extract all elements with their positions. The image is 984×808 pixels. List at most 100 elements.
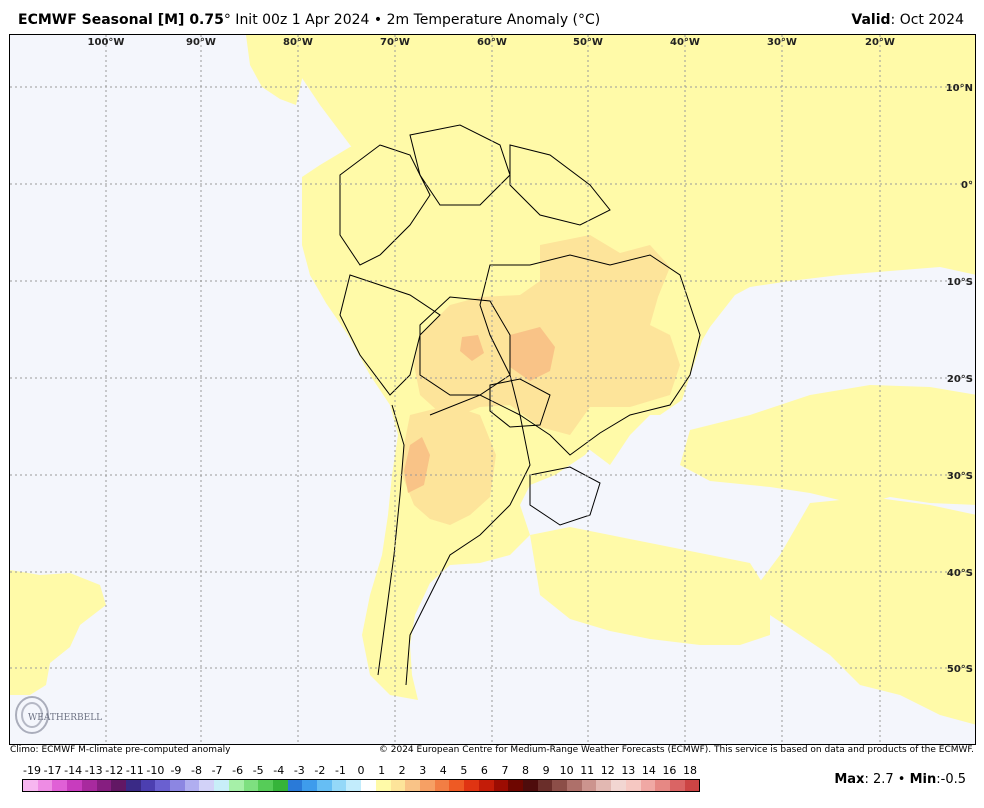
anomaly-map: 100°W 90°W 80°W 70°W 60°W 50°W 40°W 30°W… — [9, 34, 976, 745]
colorbar-swatch — [537, 780, 553, 791]
colorbar-tick-label: -10 — [146, 764, 165, 777]
colorbar-tick-label: -7 — [211, 764, 223, 777]
lat-label-40s: 40°S — [947, 568, 973, 579]
max-label: Max — [834, 772, 865, 787]
colorbar-tick-label: 3 — [419, 764, 427, 777]
colorbar-swatch — [155, 780, 171, 791]
colorbar-swatch — [684, 780, 700, 791]
lat-label-30s: 30°S — [947, 471, 973, 482]
colorbar-tick-label: 11 — [580, 764, 595, 777]
logo-text: WEATHERBELL — [28, 713, 102, 723]
colorbar-swatch — [493, 780, 509, 791]
copyright-note: © 2024 European Centre for Medium-Range … — [378, 745, 974, 755]
lon-label-80w: 80°W — [283, 37, 313, 48]
colorbar — [22, 779, 700, 792]
lat-label-0: 0° — [961, 180, 973, 191]
colorbar-tick-label: 6 — [480, 764, 488, 777]
colorbar-swatch — [199, 780, 215, 791]
anomaly-area-2-3-andes — [404, 437, 430, 493]
anomaly-area-south-atlantic-east — [750, 497, 975, 725]
colorbar-tick-label: 16 — [662, 764, 677, 777]
colorbar-tick-label: -11 — [125, 764, 144, 777]
colorbar-swatch — [611, 780, 626, 791]
colorbar-swatch — [508, 780, 523, 791]
colorbar-tick-label: 14 — [641, 764, 656, 777]
colorbar-swatch — [287, 780, 303, 791]
colorbar-tick-label: -13 — [84, 764, 103, 777]
colorbar-labels: -19 -17 -14 -13 -12 -11 -10 -9 -8 -7 -6 -5 -4 -3 -2 -1 0… — [22, 764, 700, 778]
colorbar-swatch — [596, 780, 612, 791]
colorbar-tick-label: 7 — [501, 764, 509, 777]
colorbar-swatch — [581, 780, 597, 791]
colorbar-tick-label: -4 — [273, 764, 285, 777]
colorbar-tick-label: 0 — [357, 764, 365, 777]
colorbar-tick-label: 8 — [522, 764, 529, 777]
colorbar-tick-label: -17 — [43, 764, 62, 777]
max-value: : 2.7 • — [864, 772, 906, 787]
border-argentina — [405, 394, 531, 686]
lat-label-10s: 10°S — [947, 277, 973, 288]
colorbar-tick-label: -14 — [64, 764, 83, 777]
colorbar-tick-label: 1 — [378, 764, 386, 777]
colorbar-tick-label: -12 — [105, 764, 124, 777]
colorbar-swatch — [96, 780, 112, 791]
colorbar-swatch — [449, 780, 465, 791]
colorbar-swatch — [346, 780, 362, 791]
colorbar-swatch — [302, 780, 318, 791]
colorbar-swatch — [640, 780, 656, 791]
colorbar-swatch — [67, 780, 82, 791]
colorbar-tick-label: -8 — [191, 764, 202, 777]
colorbar-swatch — [125, 780, 141, 791]
colorbar-swatch — [405, 780, 420, 791]
colorbar-tick-label: 9 — [542, 764, 550, 777]
colorbar-tick-label: 4 — [439, 764, 447, 777]
colorbar-tick-label: 10 — [559, 764, 574, 777]
lon-label-70w: 70°W — [380, 37, 410, 48]
colorbar-swatch — [184, 780, 200, 791]
colorbar-swatch — [331, 780, 347, 791]
colorbar-tick-label: -6 — [232, 764, 244, 777]
colorbar-swatch — [140, 780, 156, 791]
colorbar-swatch — [669, 780, 685, 791]
border-colombia — [339, 144, 431, 266]
colorbar-tick-label: -19 — [23, 764, 41, 777]
colorbar-swatch — [317, 780, 332, 791]
max-min-readout: Max: 2.7 • Min:-0.5 — [834, 772, 966, 787]
lon-label-60w: 60°W — [477, 37, 507, 48]
colorbar-swatch — [228, 780, 244, 791]
colorbar-swatch — [478, 780, 494, 791]
valid-date: Valid: Oct 2024 — [851, 12, 964, 28]
lat-label-10n: 10°N — [946, 83, 973, 94]
colorbar-swatch — [419, 780, 435, 791]
colorbar-swatch — [464, 780, 479, 791]
run-info: ° Init 00z 1 Apr 2024 • 2m Temperature A… — [223, 12, 601, 28]
colorbar-tick-label: -5 — [252, 764, 264, 777]
border-chile — [377, 404, 405, 676]
colorbar-swatch — [37, 780, 53, 791]
colorbar-tick-label: 18 — [683, 764, 697, 777]
colorbar-tick-label: -3 — [293, 764, 305, 777]
colorbar-swatch — [23, 780, 38, 791]
graticule — [10, 35, 975, 744]
colorbar-swatch — [214, 780, 229, 791]
colorbar-swatch — [272, 780, 288, 791]
border-uruguay — [529, 466, 601, 526]
colorbar-swatch — [390, 780, 406, 791]
border-venezuela — [409, 124, 511, 206]
colorbar-swatch — [434, 780, 450, 791]
anomaly-area-south-pacific-west — [10, 570, 106, 695]
min-value: :-0.5 — [936, 772, 966, 787]
colorbar-swatch — [522, 780, 538, 791]
colorbar-swatch — [111, 780, 126, 791]
colorbar-swatch — [81, 780, 97, 791]
lat-label-50s: 50°S — [947, 664, 973, 675]
colorbar-swatch — [258, 780, 273, 791]
lat-label-20s: 20°S — [947, 374, 973, 385]
lon-label-50w: 50°W — [573, 37, 603, 48]
colorbar-tick-label: 13 — [621, 764, 636, 777]
lon-label-90w: 90°W — [186, 37, 216, 48]
colorbar-tick-label: 2 — [398, 764, 406, 777]
colorbar-swatch — [243, 780, 259, 791]
climo-note: Climo: ECMWF M-climate pre-computed anom… — [10, 745, 231, 755]
anomaly-area-south-atlantic-west — [530, 527, 770, 645]
